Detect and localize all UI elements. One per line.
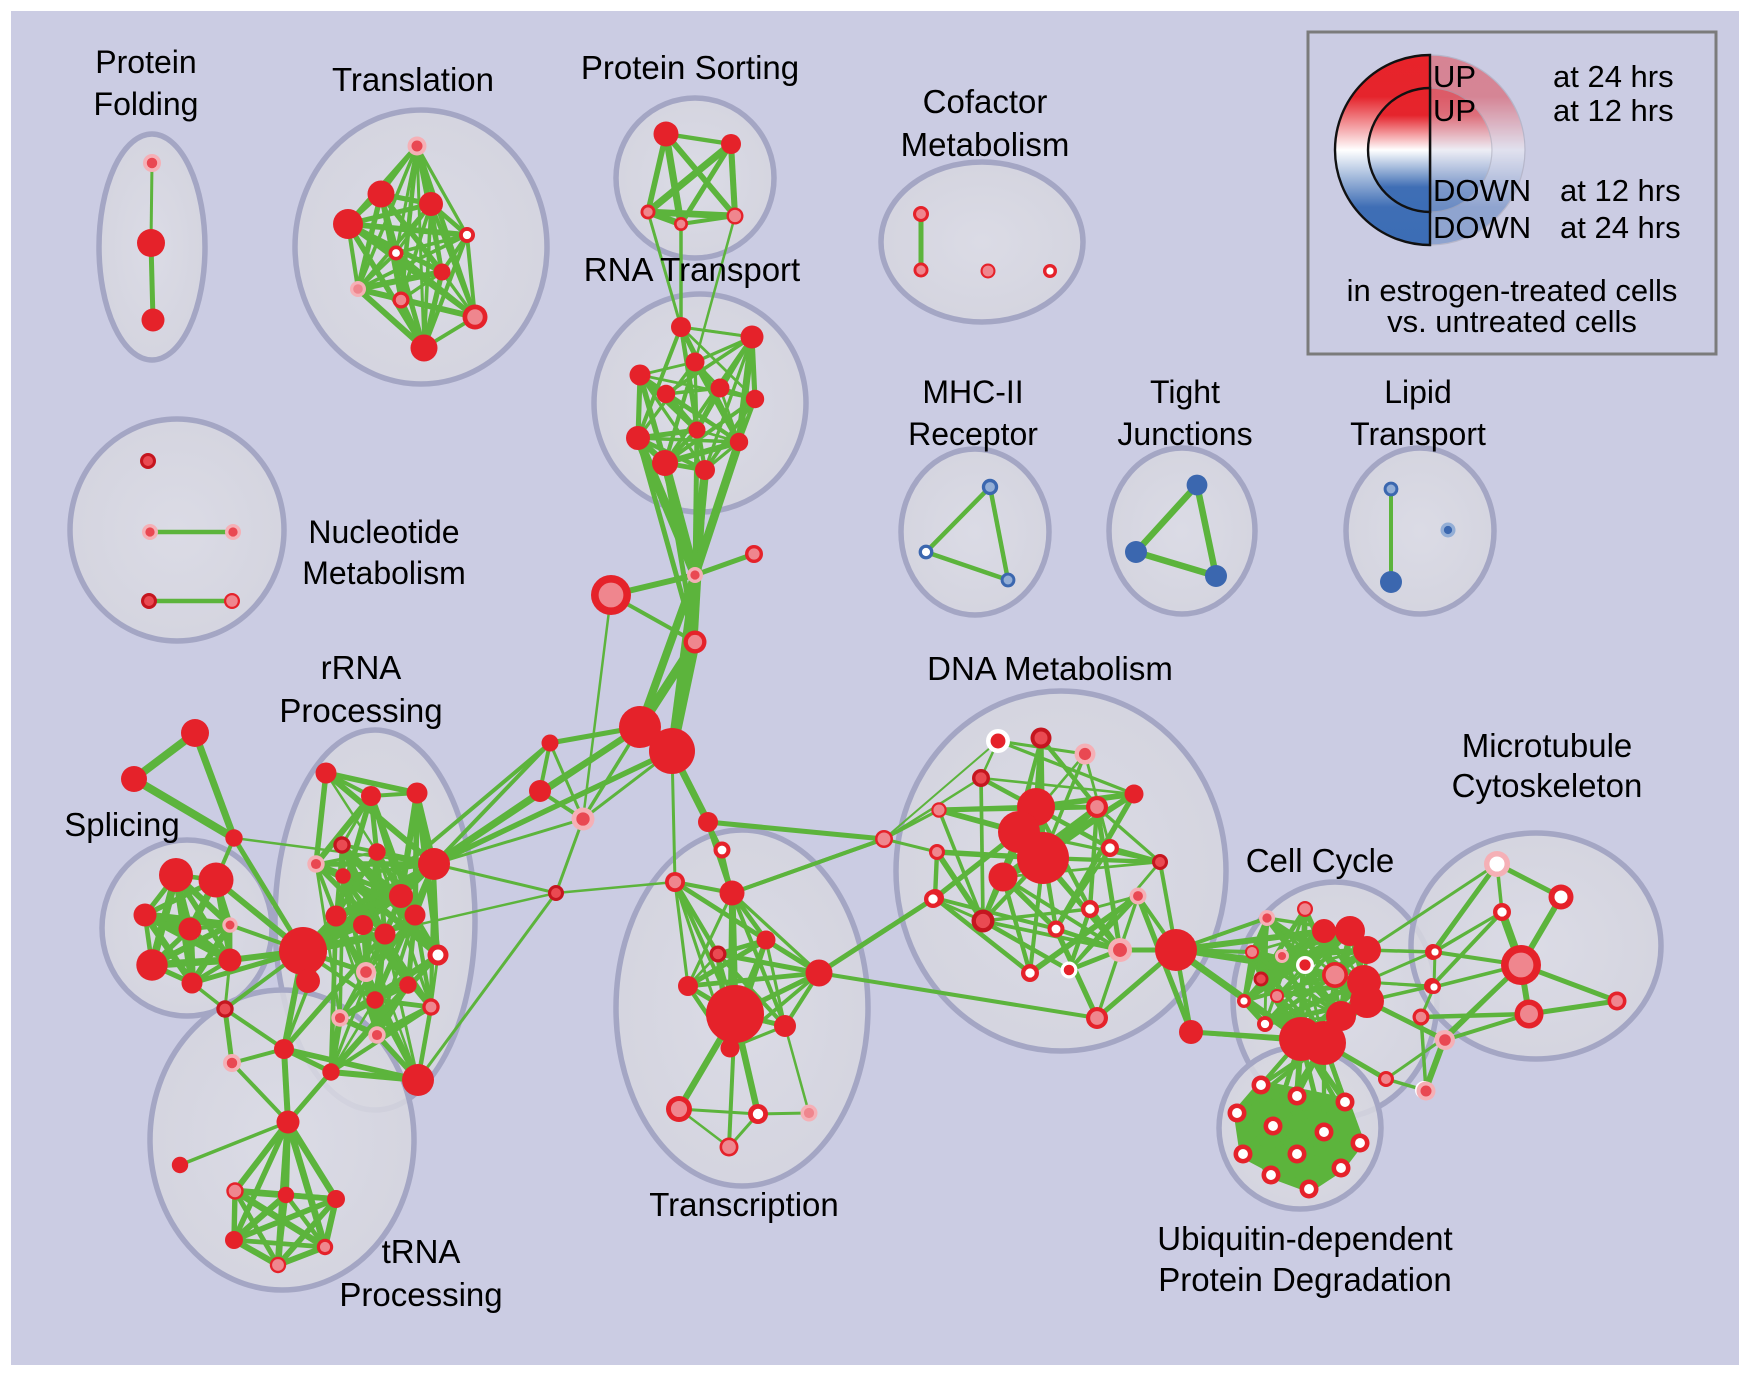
svg-text:Transcription: Transcription bbox=[649, 1186, 839, 1223]
svg-text:in estrogen-treated cells: in estrogen-treated cells bbox=[1347, 273, 1678, 308]
svg-text:Metabolism: Metabolism bbox=[901, 126, 1070, 163]
svg-text:Transport: Transport bbox=[1350, 416, 1486, 452]
svg-text:Nucleotide: Nucleotide bbox=[308, 514, 459, 550]
svg-text:DOWN: DOWN bbox=[1433, 173, 1531, 208]
svg-text:UP: UP bbox=[1433, 93, 1476, 128]
svg-text:Protein Sorting: Protein Sorting bbox=[581, 49, 799, 86]
svg-text:Metabolism: Metabolism bbox=[302, 555, 466, 591]
svg-text:at 24 hrs: at 24 hrs bbox=[1560, 210, 1681, 245]
svg-text:Lipid: Lipid bbox=[1384, 374, 1452, 410]
svg-text:Processing: Processing bbox=[279, 692, 442, 729]
svg-text:tRNA: tRNA bbox=[382, 1233, 461, 1270]
svg-text:Cell Cycle: Cell Cycle bbox=[1246, 842, 1395, 879]
svg-text:Cytoskeleton: Cytoskeleton bbox=[1452, 767, 1643, 804]
svg-text:at 12 hrs: at 12 hrs bbox=[1553, 93, 1674, 128]
svg-text:at 12 hrs: at 12 hrs bbox=[1560, 173, 1681, 208]
svg-text:Ubiquitin-dependent: Ubiquitin-dependent bbox=[1157, 1220, 1452, 1257]
svg-text:Splicing: Splicing bbox=[64, 806, 180, 843]
svg-text:Microtubule: Microtubule bbox=[1462, 727, 1633, 764]
svg-text:vs. untreated cells: vs. untreated cells bbox=[1387, 304, 1637, 339]
svg-text:DOWN: DOWN bbox=[1433, 210, 1531, 245]
svg-text:RNA Transport: RNA Transport bbox=[584, 251, 800, 288]
svg-text:Folding: Folding bbox=[94, 86, 199, 122]
svg-text:at 24 hrs: at 24 hrs bbox=[1553, 59, 1674, 94]
svg-text:Junctions: Junctions bbox=[1117, 416, 1252, 452]
svg-text:Processing: Processing bbox=[339, 1276, 502, 1313]
svg-text:Cofactor: Cofactor bbox=[923, 83, 1048, 120]
svg-text:Receptor: Receptor bbox=[908, 416, 1038, 452]
svg-text:MHC-II: MHC-II bbox=[922, 374, 1023, 410]
svg-text:Protein: Protein bbox=[95, 44, 196, 80]
svg-text:UP: UP bbox=[1433, 59, 1476, 94]
svg-text:DNA Metabolism: DNA Metabolism bbox=[927, 650, 1173, 687]
svg-text:Protein Degradation: Protein Degradation bbox=[1158, 1261, 1452, 1298]
svg-text:Tight: Tight bbox=[1150, 374, 1220, 410]
svg-text:Translation: Translation bbox=[332, 61, 494, 98]
svg-text:rRNA: rRNA bbox=[321, 649, 402, 686]
